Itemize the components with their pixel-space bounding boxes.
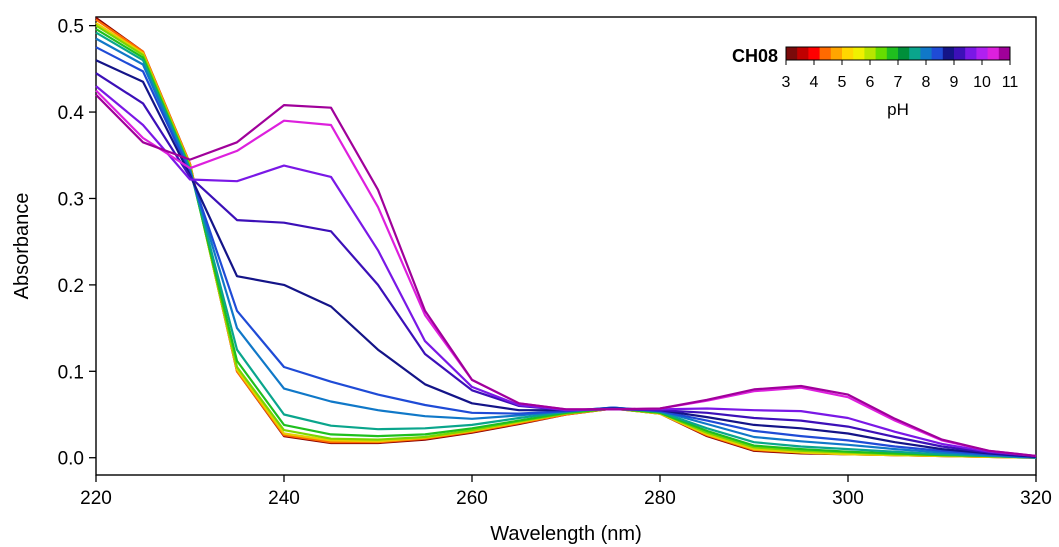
colorbar-cell — [786, 47, 798, 60]
y-tick-label: 0.5 — [58, 17, 84, 38]
colorbar-cell — [998, 47, 1011, 60]
y-tick-label: 0.2 — [58, 276, 84, 297]
x-tick-label: 220 — [80, 488, 112, 509]
y-tick-label: 0.1 — [58, 362, 84, 383]
colorbar-cell — [965, 47, 977, 60]
colorbar-cell — [920, 47, 932, 60]
colorbar-cell — [987, 47, 1000, 60]
colorbar-cell — [797, 47, 809, 60]
colorbar-cell — [976, 47, 988, 60]
colorbar-cell — [886, 47, 899, 60]
plot-frame — [95, 16, 1037, 476]
x-tick-label: 300 — [832, 488, 864, 509]
colorbar-cell — [808, 47, 820, 60]
colorbar-cell — [875, 47, 888, 60]
colorbar-cell — [853, 47, 865, 60]
series-line-13 — [95, 94, 1037, 458]
colorbar-tick-label: 4 — [810, 74, 819, 91]
colorbar-cell — [931, 47, 944, 60]
y-tick-label: 0.3 — [58, 189, 84, 210]
colorbar-cell — [909, 47, 921, 60]
colorbar-tick-label: 11 — [1002, 74, 1019, 91]
x-tick-label: 240 — [268, 488, 300, 509]
colorbar-tick-label: 7 — [894, 74, 903, 91]
colorbar-cell — [819, 47, 832, 60]
legend-title: pH — [887, 100, 909, 119]
y-tick-label: 0.0 — [58, 449, 84, 470]
x-tick-label: 260 — [456, 488, 488, 509]
colorbar-tick-label: 3 — [782, 74, 791, 91]
x-axis-label: Wavelength (nm) — [490, 523, 642, 545]
legend-label: CH08 — [732, 46, 778, 66]
x-tick-label: 280 — [644, 488, 676, 509]
colorbar-cell — [830, 47, 843, 60]
colorbar-cell — [954, 47, 966, 60]
series-layer — [95, 17, 1037, 459]
x-axis: 220 240 260 280 300 320 — [80, 475, 1052, 509]
ph-colorbar-legend: CH08 3 4 5 6 7 8 9 10 11 pH — [732, 46, 1018, 119]
x-tick-label: 320 — [1020, 488, 1052, 509]
colorbar-tick-label: 10 — [973, 74, 991, 91]
colorbar-ticks: 3 4 5 6 7 8 9 10 11 — [782, 60, 1019, 91]
colorbar-cell — [942, 47, 955, 60]
colorbar-tick-label: 6 — [866, 74, 875, 91]
colorbar-cell — [842, 47, 854, 60]
y-axis: 0.0 0.1 0.2 0.3 0.4 0.5 — [58, 17, 96, 470]
colorbar-tick-label: 9 — [950, 74, 959, 91]
y-axis-label: Absorbance — [11, 193, 33, 300]
colorbar-cell — [898, 47, 910, 60]
colorbar-cell — [864, 47, 876, 60]
colorbar-tick-label: 5 — [838, 74, 847, 91]
y-tick-label: 0.4 — [58, 103, 85, 124]
colorbar — [785, 46, 1011, 61]
colorbar-tick-label: 8 — [922, 74, 931, 91]
